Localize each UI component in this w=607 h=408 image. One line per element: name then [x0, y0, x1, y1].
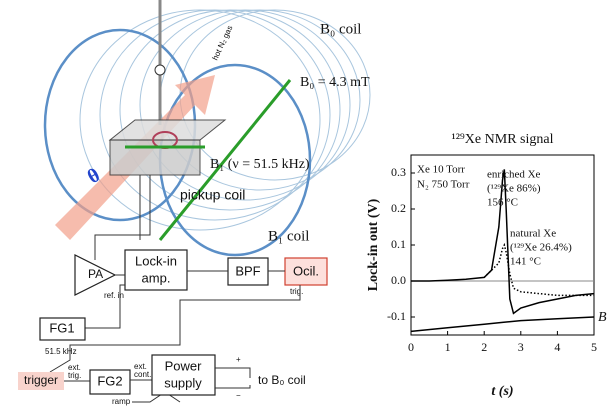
annotation: Xe 10 Torr	[417, 164, 465, 176]
lockin-box	[124, 249, 188, 291]
y-tick-label: 0.1	[391, 237, 406, 251]
wire	[215, 367, 251, 378]
x-tick-label: 2	[481, 340, 487, 354]
label: B₁ coil	[268, 228, 309, 244]
label: −	[236, 391, 241, 400]
label: to B₀ coil	[258, 373, 306, 387]
trigger-box	[18, 372, 64, 390]
label: B₁ (ν = 51.5 kHz)	[210, 157, 310, 172]
label: trig.	[68, 371, 81, 380]
label: Power	[165, 358, 203, 373]
fg1-box	[39, 317, 86, 341]
x-tick-label: 4	[554, 340, 560, 354]
annotation: (¹²⁹Xe 86%)	[487, 183, 541, 195]
cell	[108, 119, 227, 141]
label: trigger	[24, 373, 58, 387]
label: 51.5 kHz	[45, 347, 77, 356]
x-tick-label: 5	[591, 340, 597, 354]
label: B₀ = 4.3 mT	[300, 75, 370, 90]
wire	[94, 175, 151, 260]
x-tick-label: 0	[408, 340, 414, 354]
label: FG1	[49, 320, 74, 335]
y-tick-label: 0.0	[391, 273, 406, 287]
wire	[85, 284, 125, 329]
annotation: 141 °C	[510, 256, 541, 268]
annotation: (¹²⁹Xe 26.4%)	[510, 242, 572, 254]
b0-coil	[79, 9, 321, 231]
label: cont.	[134, 370, 151, 379]
y-tick-label: -0.1	[387, 309, 406, 323]
series-label: natural Xe	[510, 228, 556, 240]
setup-diagram: B₀ coil B₀ = 4.3 mT hot N₂ gas B₁ (ν = 5…	[18, 0, 371, 406]
preamp	[74, 254, 117, 296]
label: ext.	[134, 362, 147, 371]
b0-coil	[99, 9, 331, 221]
data-line	[411, 169, 595, 315]
wire	[49, 285, 301, 373]
label: BPF	[235, 263, 260, 278]
fg2-box	[89, 369, 131, 395]
x-tick-label: 3	[518, 340, 524, 354]
label: PA	[88, 267, 103, 281]
label: amp.	[142, 270, 171, 285]
b0-coil	[139, 9, 351, 201]
label: ref. in	[104, 291, 124, 300]
annotation: N₂ 750 Torr	[417, 179, 470, 191]
label: trig.	[290, 287, 303, 296]
label: ramp	[112, 397, 131, 406]
series-label: B	[598, 310, 607, 325]
valve	[154, 64, 166, 76]
label: ext.	[68, 363, 81, 372]
annotation: 156 °C	[487, 197, 518, 209]
label: B₀ coil	[320, 21, 361, 37]
wire	[215, 385, 251, 389]
b0-arrow	[158, 79, 292, 241]
label: +	[236, 355, 241, 364]
label: Ocil.	[293, 263, 319, 278]
ramp-shape	[132, 391, 181, 403]
label: Lock-in	[135, 253, 177, 268]
label: pickup coil	[180, 187, 245, 203]
label: supply	[164, 375, 202, 390]
power-supply-box	[151, 354, 216, 396]
data-line	[410, 316, 595, 333]
label: θ	[84, 164, 104, 188]
x-axis-label: t (s)	[491, 384, 513, 399]
series-label: enriched Xe	[487, 169, 541, 181]
y-tick-label: 0.2	[391, 201, 406, 215]
chart-title: ¹²⁹Xe NMR signal	[452, 132, 554, 147]
label: FG2	[97, 373, 122, 388]
y-tick-label: 0.3	[391, 165, 406, 179]
nmr-chart: ¹²⁹Xe NMR signal t (s) Lock-in out (V) -0.1…	[366, 132, 607, 399]
y-axis-label: Lock-in out (V)	[366, 198, 381, 291]
b0-coil	[119, 9, 341, 211]
x-tick-label: 1	[445, 340, 451, 354]
